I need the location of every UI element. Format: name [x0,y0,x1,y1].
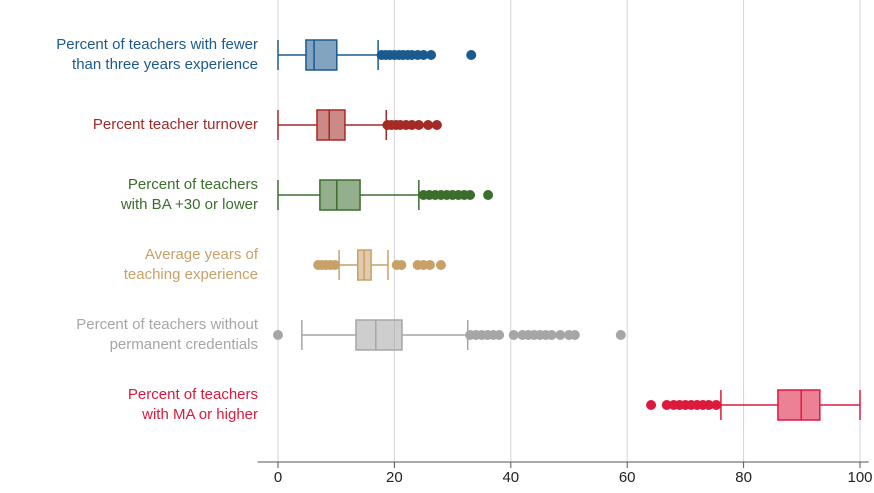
category-label: than three years experience [72,56,258,73]
outlier [661,400,672,410]
category-label: Percent teacher turnover [93,116,258,133]
box [305,39,338,71]
outlier [465,190,476,200]
box [777,389,821,421]
category-label: with MA or higher [141,406,258,423]
outlier [423,120,434,130]
category-label: Average years of [145,246,259,263]
x-tick-label: 40 [502,469,519,486]
outlier [273,330,283,340]
x-tick-label: 80 [735,469,752,486]
box [355,319,403,351]
outlier [646,400,657,410]
outlier [569,330,580,340]
outlier [615,330,626,340]
outlier [424,260,435,270]
category-label: Percent of teachers without [76,316,259,333]
category-label: permanent credentials [110,336,258,353]
outlier [418,50,429,60]
category-label: with BA +30 or lower [120,196,258,213]
category-label: teaching experience [124,266,258,283]
x-tick-label: 20 [386,469,403,486]
x-tick-label: 100 [847,469,872,486]
x-tick-label: 60 [619,469,636,486]
outlier [494,330,505,340]
outlier [406,120,417,130]
box [316,109,346,141]
box [319,179,361,211]
category-label: Percent of teachers [128,176,258,193]
outlier [330,260,341,270]
category-label: Percent of teachers [128,386,258,403]
outlier [483,190,494,200]
outlier [466,50,477,60]
outlier [508,330,519,340]
outlier [426,50,437,60]
outlier [711,400,722,410]
outlier [431,120,442,130]
outlier [413,120,424,130]
outlier [703,400,714,410]
outlier [546,330,557,340]
category-label: Percent of teachers with fewer [56,36,258,53]
x-tick-label: 0 [274,469,282,486]
outlier [396,260,407,270]
outlier [435,260,446,270]
outlier [555,330,566,340]
